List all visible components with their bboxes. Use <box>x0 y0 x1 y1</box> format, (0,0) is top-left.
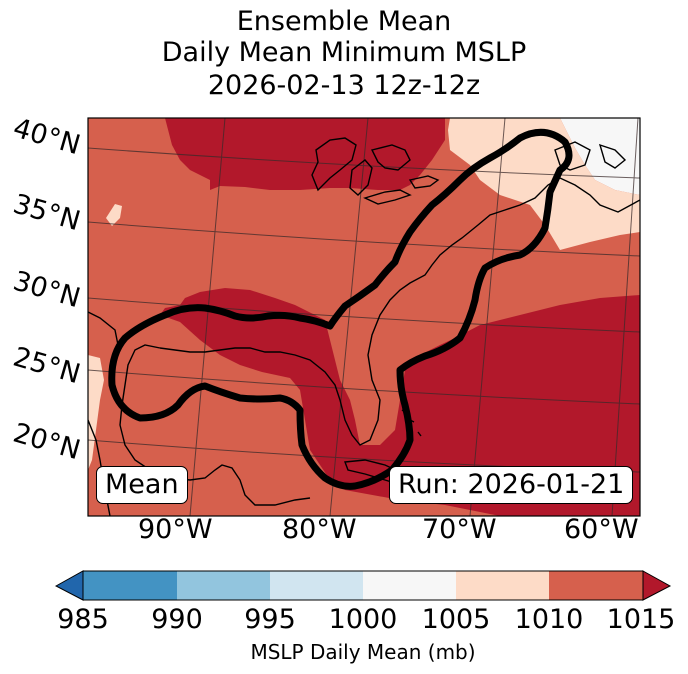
title-line-1: Ensemble Mean <box>236 6 452 37</box>
colorbar-tick-1010: 1010 <box>514 604 584 635</box>
colorbar-bin-1010-1015 <box>549 571 643 600</box>
title-line-3: 2026-02-13 12z-12z <box>207 70 481 101</box>
title-line-2: Daily Mean Minimum MSLP <box>161 37 527 68</box>
lon-label-80w: 80°W <box>282 514 357 545</box>
colorbar-over-arrow <box>642 570 672 601</box>
colorbar-under-arrow <box>54 570 84 601</box>
field-1005-1010-southwest <box>88 355 104 470</box>
colorbar-bin-1005-1010 <box>456 571 549 600</box>
colorbar-frame <box>82 570 644 601</box>
colorbar-bin-990-995 <box>177 571 270 600</box>
colorbar-tick-990: 990 <box>151 604 203 635</box>
colorbar-bin-985-990 <box>83 571 177 600</box>
lon-label-60w: 60°W <box>564 514 639 545</box>
colorbar-tick-1000: 1000 <box>328 604 398 635</box>
field-1005-1010-patch <box>106 204 122 226</box>
colorbar-tick-1015: 1015 <box>606 604 676 635</box>
field-1000-1005-northeast <box>560 118 640 195</box>
colorbar-bin-1000-1005 <box>363 571 456 600</box>
colorbar-tick-985: 985 <box>57 604 109 635</box>
colorbar <box>54 570 672 601</box>
map-frame <box>87 117 641 517</box>
colorbar-bin-995-1000 <box>270 571 363 600</box>
mean-badge: Mean <box>96 466 188 504</box>
run-date-badge: Run: 2026-01-21 <box>389 466 634 504</box>
outline-contour <box>108 128 573 490</box>
colorbar-tick-1005: 1005 <box>421 604 491 635</box>
field-over-1015-south <box>160 288 640 516</box>
colorbar-tick-995: 995 <box>244 604 296 635</box>
colorbar-label: MSLP Daily Mean (mb) <box>250 640 476 664</box>
field-over-1015-north <box>165 118 445 190</box>
lon-label-70w: 70°W <box>422 514 497 545</box>
lon-label-90w: 90°W <box>138 514 213 545</box>
